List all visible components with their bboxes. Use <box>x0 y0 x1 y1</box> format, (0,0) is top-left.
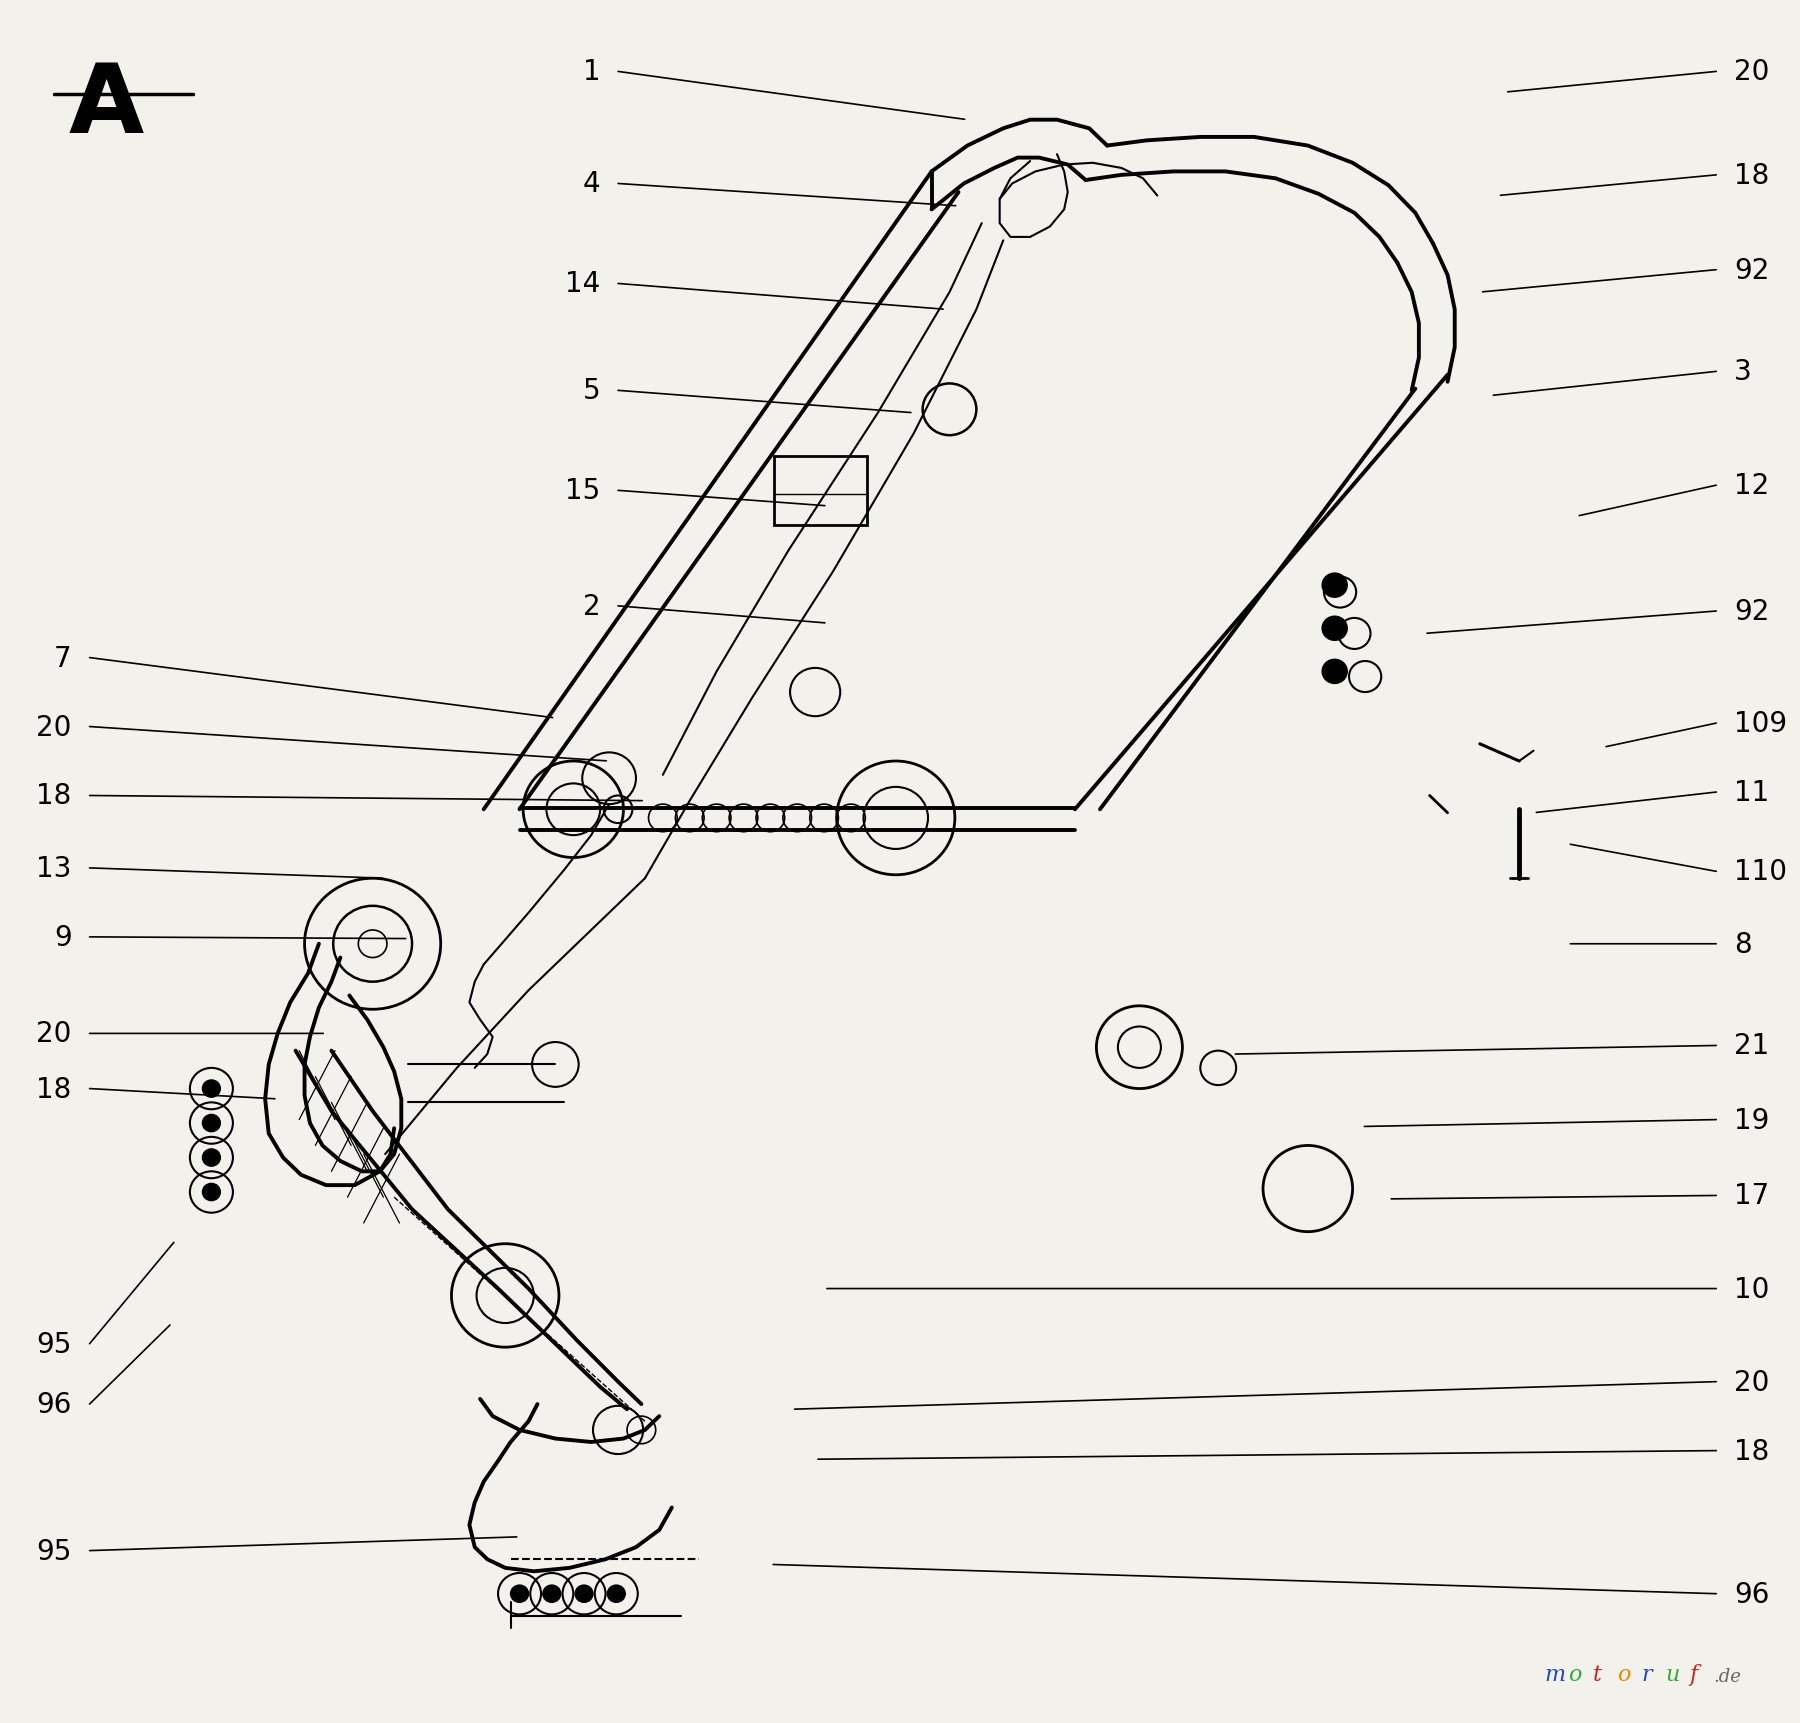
Circle shape <box>202 1184 220 1201</box>
Text: 20: 20 <box>36 1020 72 1048</box>
Text: 20: 20 <box>1733 1368 1769 1396</box>
Text: o: o <box>1568 1663 1582 1685</box>
Text: 12: 12 <box>1733 472 1769 500</box>
Text: 18: 18 <box>36 1075 72 1103</box>
Circle shape <box>1323 617 1346 641</box>
Text: f: f <box>1690 1663 1697 1685</box>
Circle shape <box>511 1585 529 1602</box>
Text: u: u <box>1665 1663 1679 1685</box>
Text: 2: 2 <box>583 593 599 620</box>
Text: 96: 96 <box>1733 1580 1769 1608</box>
Text: 9: 9 <box>54 924 72 951</box>
Text: r: r <box>1642 1663 1652 1685</box>
Text: t: t <box>1593 1663 1602 1685</box>
Text: 19: 19 <box>1733 1106 1769 1134</box>
Text: 10: 10 <box>1733 1275 1769 1303</box>
Text: 18: 18 <box>1733 162 1769 190</box>
Circle shape <box>1323 660 1346 684</box>
Text: 11: 11 <box>1733 779 1769 806</box>
Circle shape <box>202 1115 220 1132</box>
Text: 96: 96 <box>36 1390 72 1418</box>
Text: 4: 4 <box>583 171 599 198</box>
Circle shape <box>1323 574 1346 598</box>
Text: 14: 14 <box>565 271 599 298</box>
Text: 18: 18 <box>36 782 72 810</box>
Text: .de: .de <box>1714 1668 1741 1685</box>
Circle shape <box>202 1080 220 1098</box>
Text: 92: 92 <box>1733 257 1769 284</box>
Text: A: A <box>68 60 144 153</box>
Text: 5: 5 <box>583 377 599 405</box>
Text: 95: 95 <box>36 1330 72 1358</box>
Circle shape <box>544 1585 562 1602</box>
Text: 109: 109 <box>1733 710 1787 737</box>
Text: 13: 13 <box>36 855 72 882</box>
Text: 8: 8 <box>1733 930 1751 958</box>
Text: m: m <box>1544 1663 1566 1685</box>
Text: 92: 92 <box>1733 598 1769 625</box>
Text: 15: 15 <box>565 477 599 505</box>
Circle shape <box>202 1149 220 1166</box>
Text: 7: 7 <box>54 644 72 672</box>
Text: 95: 95 <box>36 1537 72 1564</box>
Text: 21: 21 <box>1733 1032 1769 1060</box>
Text: 1: 1 <box>583 59 599 86</box>
Text: 3: 3 <box>1733 358 1751 386</box>
Bar <box>774 457 868 526</box>
Text: 17: 17 <box>1733 1182 1769 1210</box>
Circle shape <box>574 1585 592 1602</box>
Circle shape <box>607 1585 625 1602</box>
Text: 20: 20 <box>36 713 72 741</box>
Text: 20: 20 <box>1733 59 1769 86</box>
Text: 18: 18 <box>1733 1437 1769 1465</box>
Text: 110: 110 <box>1733 858 1787 886</box>
Text: o: o <box>1616 1663 1631 1685</box>
